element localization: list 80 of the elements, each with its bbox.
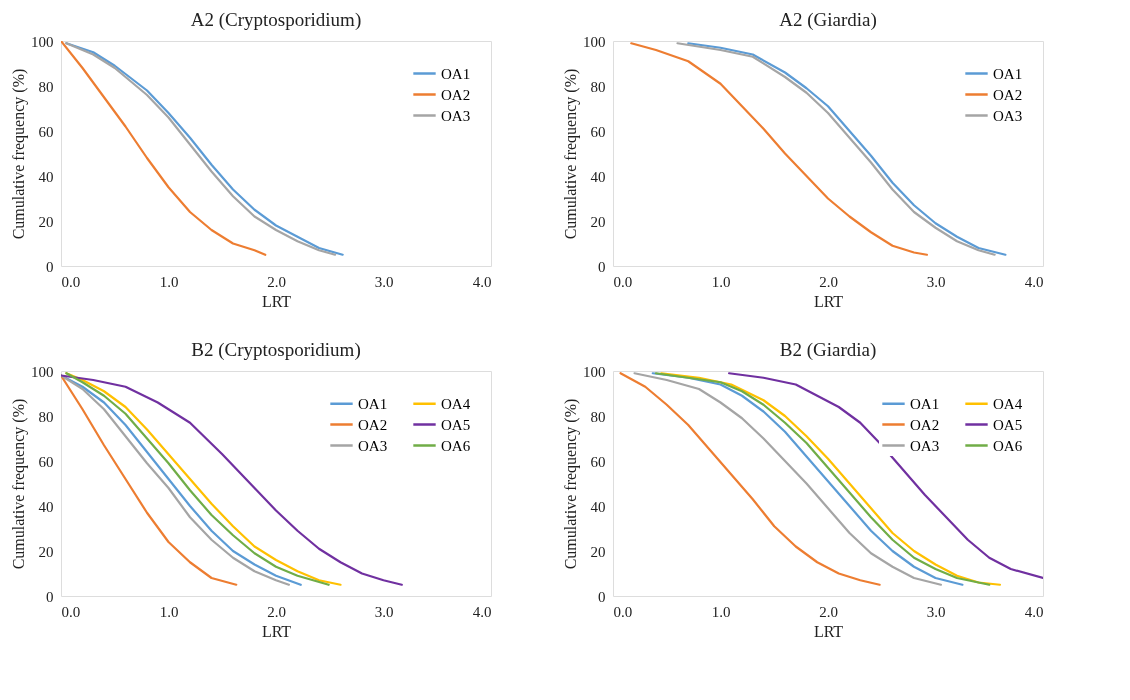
y-tick-label: 40 (38, 168, 54, 185)
x-tick-label: 4.0 (1024, 273, 1044, 290)
legend-label: OA2 (441, 86, 471, 103)
x-tick-label: 2.0 (267, 273, 286, 290)
chart-title: A2 (Cryptosporidium) (190, 9, 362, 31)
x-tick-label: 3.0 (374, 273, 394, 290)
y-tick-label: 80 (590, 408, 606, 425)
y-tick-label: 100 (583, 33, 606, 50)
x-axis-title: LRT (813, 622, 844, 640)
y-tick-label: 40 (590, 168, 606, 185)
y-tick-label: 60 (38, 453, 54, 470)
y-axis-title: Cumulative frequency (%) (562, 398, 580, 570)
y-tick-label: 40 (590, 498, 606, 515)
legend-label: OA3 (910, 437, 940, 454)
x-tick-label: 0.0 (61, 603, 81, 620)
x-tick-label: 1.0 (159, 603, 179, 620)
legend-label: OA1 (358, 395, 388, 412)
y-tick-label: 80 (38, 78, 54, 95)
x-axis-title: LRT (261, 292, 292, 310)
y-tick-label: 20 (590, 543, 606, 560)
x-axis-title: LRT (813, 292, 844, 310)
y-tick-label: 0 (46, 258, 54, 275)
legend-label: OA5 (993, 416, 1023, 433)
x-tick-label: 0.0 (613, 273, 633, 290)
chart-title: B2 (Giardia) (779, 339, 877, 361)
x-tick-label: 3.0 (926, 603, 946, 620)
x-tick-label: 2.0 (819, 273, 838, 290)
x-tick-label: 1.0 (159, 273, 179, 290)
x-axis-title: LRT (261, 622, 292, 640)
x-tick-label: 1.0 (711, 603, 731, 620)
x-tick-label: 2.0 (819, 603, 838, 620)
y-tick-label: 20 (38, 213, 54, 230)
x-tick-label: 4.0 (472, 603, 492, 620)
y-tick-label: 100 (583, 363, 606, 380)
legend-label: OA5 (441, 416, 471, 433)
x-tick-label: 3.0 (926, 273, 946, 290)
legend-label: OA6 (993, 437, 1023, 454)
y-tick-label: 0 (46, 588, 54, 605)
y-tick-label: 80 (590, 78, 606, 95)
y-tick-label: 60 (590, 123, 606, 140)
legend-label: OA3 (993, 107, 1023, 124)
chart-title: A2 (Giardia) (779, 9, 877, 31)
y-tick-label: 100 (31, 363, 54, 380)
line-series (61, 374, 403, 586)
legend-label: OA4 (441, 395, 471, 412)
legend-label: OA1 (993, 65, 1023, 82)
line-series (61, 41, 267, 256)
legend-label: OA6 (441, 437, 471, 454)
legend-label: OA3 (358, 437, 388, 454)
y-tick-label: 20 (590, 213, 606, 230)
line-series (630, 42, 928, 256)
line-series (61, 374, 238, 586)
legend-label: OA1 (910, 395, 940, 412)
x-tick-label: 0.0 (613, 603, 633, 620)
y-axis-title: Cumulative frequency (%) (562, 68, 580, 240)
legend-label: OA2 (358, 416, 388, 433)
x-tick-label: 4.0 (472, 273, 492, 290)
legend-label: OA1 (441, 65, 471, 82)
legend-label: OA4 (993, 395, 1023, 412)
y-axis-title: Cumulative frequency (%) (10, 398, 28, 570)
y-tick-label: 0 (598, 588, 606, 605)
y-tick-label: 60 (590, 453, 606, 470)
x-tick-label: 2.0 (267, 603, 286, 620)
x-tick-label: 4.0 (1024, 603, 1044, 620)
y-tick-label: 20 (38, 543, 54, 560)
y-tick-label: 60 (38, 123, 54, 140)
line-series (619, 372, 881, 586)
chart-title: B2 (Cryptosporidium) (191, 339, 361, 361)
x-tick-label: 0.0 (61, 273, 81, 290)
line-series (728, 372, 1043, 580)
y-tick-label: 100 (31, 33, 54, 50)
x-tick-label: 3.0 (374, 603, 394, 620)
y-tick-label: 40 (38, 498, 54, 515)
x-tick-label: 1.0 (711, 273, 731, 290)
y-tick-label: 80 (38, 408, 54, 425)
y-tick-label: 0 (598, 258, 606, 275)
legend-label: OA2 (910, 416, 940, 433)
legend-label: OA3 (441, 107, 471, 124)
y-axis-title: Cumulative frequency (%) (10, 68, 28, 240)
legend-label: OA2 (993, 86, 1023, 103)
